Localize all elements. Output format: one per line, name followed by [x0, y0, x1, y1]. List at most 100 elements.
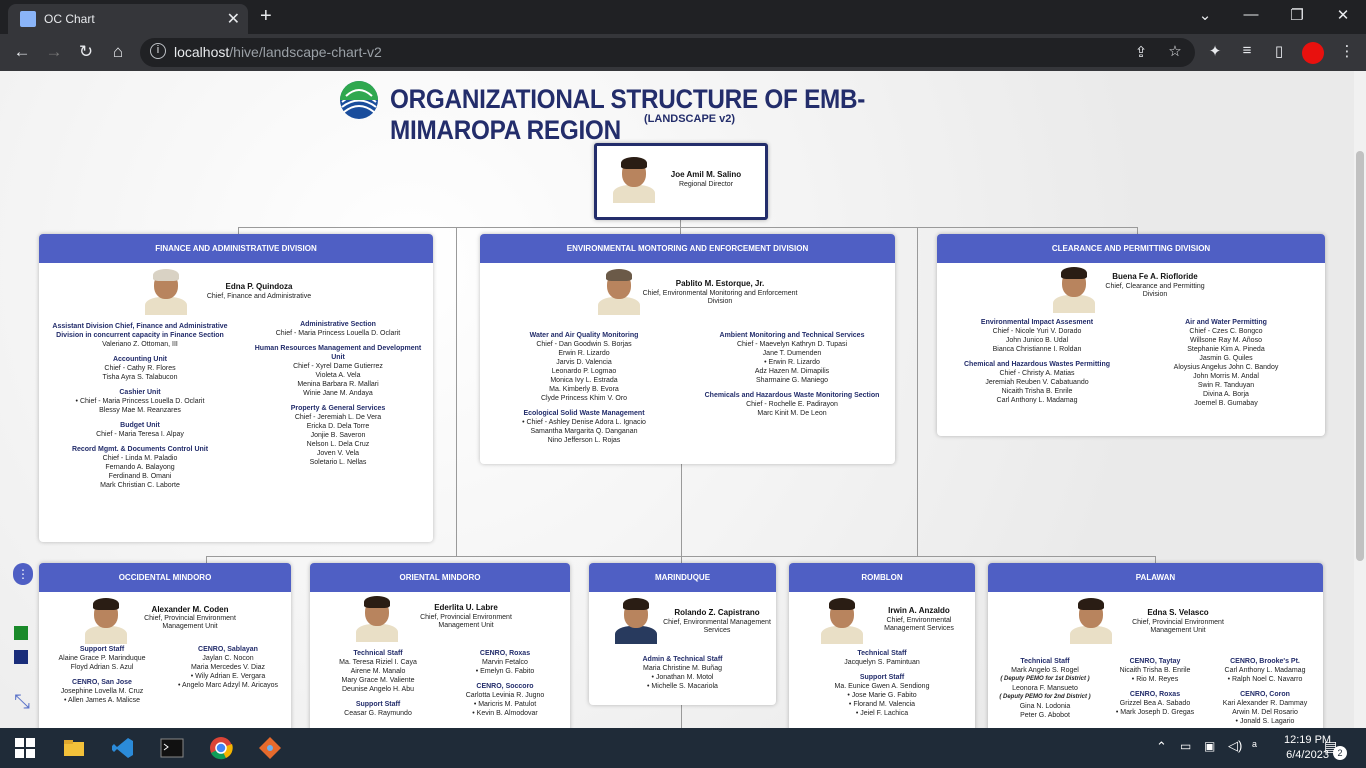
staff-member: • Jonald S. Lagario	[1235, 718, 1295, 725]
staff-member: • Erwin R. Lizardo	[764, 359, 820, 366]
province-card-romblon[interactable]: ROMBLON Irwin A. Anzaldo Chief, Environm…	[789, 563, 975, 733]
avatar	[1051, 265, 1097, 313]
province-head-role: Chief, Environmental Management Services	[884, 617, 954, 632]
taskbar-clock[interactable]: 12:19 PM 6/4/2023	[1284, 733, 1331, 763]
section-block: Support Staff Ma. Eunice Gwen A. Sendiong…	[793, 673, 971, 718]
tray-chevron-icon[interactable]: ⌃	[1156, 739, 1167, 754]
restore-icon[interactable]: ❐	[1290, 7, 1304, 24]
collapse-icon[interactable]: ⤡	[14, 691, 30, 713]
province-title: OCCIDENTAL MINDORO	[39, 563, 291, 592]
scrollbar-thumb[interactable]	[1356, 151, 1364, 561]
network-icon[interactable]: ▣	[1204, 739, 1216, 753]
terminal-icon[interactable]	[160, 736, 184, 760]
staff-member: Maria Mercedes V. Diaz	[190, 664, 266, 671]
browser-toolbar: ← → ↻ ⌂ i localhost/hive/landscape-chart…	[0, 34, 1366, 71]
tab-search-icon[interactable]: ⌄	[1198, 7, 1212, 24]
staff-member: Bianca Christianne I. Roldan	[992, 346, 1082, 353]
battery-icon[interactable]: ▭	[1180, 739, 1192, 753]
minimize-icon[interactable]: —	[1243, 6, 1259, 23]
side-panel-icon[interactable]: ▯	[1274, 43, 1284, 60]
menu-icon[interactable]: ⋮	[1339, 43, 1355, 60]
home-icon[interactable]: ⌂	[112, 42, 124, 61]
staff-member: Valeriano Z. Ottoman, III	[102, 341, 178, 348]
staff-member: • Maricris M. Patulot	[473, 701, 537, 708]
extensions-icon[interactable]: ✦	[1208, 43, 1222, 60]
section-heading: Air and Water Permitting	[1185, 319, 1267, 326]
province-card-oriental-mindoro[interactable]: ORIENTAL MINDORO Ederlita U. Labre Chief…	[310, 563, 570, 733]
windows-taskbar: ⌃ ▭ ▣ ◁) ᵃ 12:19 PM 6/4/2023 ▤ 2	[0, 728, 1366, 768]
forward-icon[interactable]: →	[45, 42, 63, 61]
province-head-role: Chief, Provincial Environment Management…	[1132, 619, 1224, 634]
section-heading: CENRO, Brooke's Pt.	[1230, 658, 1300, 665]
section-block: Technical Staff Mark Angelo S. Rogel ( Dep…	[990, 657, 1100, 720]
windows-start-icon[interactable]	[13, 736, 37, 760]
section-heading: CENRO, Roxas	[479, 650, 531, 657]
green-theme-swatch[interactable]	[14, 626, 28, 640]
province-card-palawan[interactable]: PALAWAN Edna S. Velasco Chief, Provincia…	[988, 563, 1323, 733]
province-head-name: Irwin A. Anzaldo	[888, 606, 950, 615]
section-heading: Accounting Unit	[112, 356, 168, 363]
province-card-occidental-mindoro[interactable]: OCCIDENTAL MINDORO Alexander M. Coden Ch…	[39, 563, 291, 733]
staff-member: Carl Anthony L. Madamag	[1224, 667, 1306, 674]
province-head-name: Alexander M. Coden	[151, 605, 229, 614]
section-heading: Support Staff	[355, 701, 401, 708]
blue-theme-swatch[interactable]	[14, 650, 28, 664]
vscode-icon[interactable]	[111, 736, 135, 760]
section-block: CENRO, Taytay Nicaith Trisha B. Enrile • R…	[1102, 657, 1208, 684]
staff-member: Mary Grace M. Valiente	[341, 677, 415, 684]
scrollbar[interactable]	[1354, 71, 1366, 728]
share-icon[interactable]: ⇪	[1134, 44, 1148, 61]
reading-list-icon[interactable]: ≡	[1242, 42, 1252, 59]
browser-tab[interactable]: OC Chart ✕	[8, 4, 248, 34]
profile-avatar[interactable]	[1302, 42, 1324, 64]
section-block: Human Resources Management and Developme…	[249, 344, 427, 398]
section-block: CENRO, Coron Kari Alexander R. Dammay Arwi…	[1210, 690, 1320, 726]
chrome-icon[interactable]	[209, 736, 233, 760]
staff-member: John Morris M. Andal	[1193, 373, 1259, 380]
staff-member: Mark Angelo S. Rogel	[1011, 667, 1079, 674]
staff-member: Ferdinand B. Omani	[108, 473, 172, 480]
git-client-icon[interactable]	[258, 736, 282, 760]
staff-member: Arwin M. Del Rosario	[1232, 709, 1298, 716]
staff-column: Technical Staff Jacquelyn S. Pamintuan Sup…	[793, 649, 971, 724]
staff-member: Chief - Maria Princess Louella D. Oclari…	[275, 330, 401, 337]
close-tab-icon[interactable]: ✕	[226, 11, 240, 28]
division-card-finance[interactable]: FINANCE AND ADMINISTRATIVE DIVISION Edna…	[39, 234, 433, 542]
section-block: CENRO, Roxas Grizzel Bea A. Sabado • Mark …	[1102, 690, 1208, 717]
address-bar[interactable]: i localhost/hive/landscape-chart-v2 ⇪ ☆	[140, 38, 1195, 67]
language-icon[interactable]: ᵃ	[1252, 738, 1257, 753]
section-heading: Chemical and Hazardous Wastes Permitting	[964, 361, 1110, 368]
bookmark-star-icon[interactable]: ☆	[1168, 43, 1182, 60]
site-info-icon[interactable]: i	[150, 43, 166, 59]
section-list-left: Environmental Impact Assesment Chief - Ni…	[947, 318, 1127, 411]
section-block: Technical Staff Ma. Teresa Riziel I. Caya…	[314, 649, 442, 694]
staff-member: Soletario L. Nellas	[309, 459, 367, 466]
staff-member: Chief - Czes C. Bongco	[1189, 328, 1263, 335]
section-block: Chemicals and Hazardous Waste Monitoring…	[698, 391, 886, 418]
close-window-icon[interactable]: ✕	[1336, 7, 1350, 24]
regional-director-card[interactable]: Joe Amil M. Salino Regional Director	[594, 143, 768, 220]
section-heading: CENRO, Taytay	[1129, 658, 1181, 665]
volume-icon[interactable]: ◁)	[1228, 738, 1243, 753]
notification-count: 2	[1333, 746, 1347, 760]
new-tab-icon[interactable]: +	[260, 5, 272, 27]
options-menu-icon[interactable]: ⋮	[13, 563, 33, 585]
staff-member: Joven V. Vela	[316, 450, 360, 457]
staff-member: Leonardo P. Logmao	[551, 368, 617, 375]
avatar	[613, 596, 659, 644]
staff-member: ( Deputy PEMO for 1st District )	[1000, 676, 1090, 682]
file-explorer-icon[interactable]	[62, 736, 86, 760]
division-head-role: Chief, Environmental Monitoring and Enfo…	[642, 290, 798, 305]
province-card-marinduque[interactable]: MARINDUQUE Rolando Z. Capistrano Chief, …	[589, 563, 776, 705]
staff-member: Nicaith Trisha B. Enrile	[1119, 667, 1191, 674]
clock-time: 12:19 PM	[1284, 734, 1332, 746]
back-icon[interactable]: ←	[13, 42, 31, 61]
division-card-emed[interactable]: ENVIRONMENTAL MONTORING AND ENFORCEMENT …	[480, 234, 895, 464]
connector-line	[1155, 556, 1156, 564]
connector-line	[917, 227, 918, 557]
staff-member: Ceasar G. Raymundo	[344, 710, 412, 717]
division-card-clearance[interactable]: CLEARANCE AND PERMITTING DIVISION Buena …	[937, 234, 1325, 436]
reload-icon[interactable]: ↻	[78, 42, 94, 61]
staff-member: Leonora F. Mansueto	[1012, 685, 1078, 692]
connector-line	[456, 227, 457, 557]
